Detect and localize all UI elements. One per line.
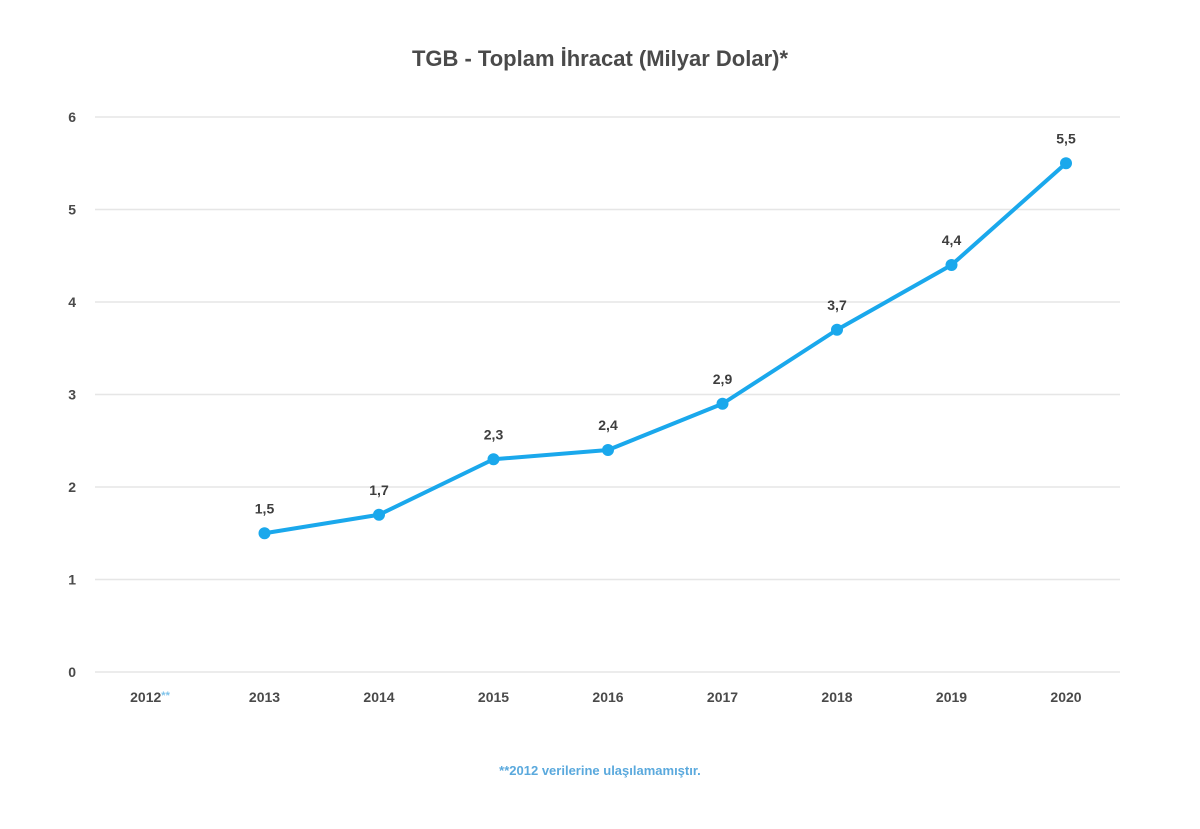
- series-toplam-ihracat: [258, 157, 1072, 540]
- x-tick-label-2013: 2013: [249, 689, 280, 705]
- x-tick-label-2017: 2017: [707, 689, 738, 705]
- data-label-2018: 3,7: [827, 297, 847, 313]
- y-tick-label-4: 4: [68, 294, 76, 310]
- x-tick-label-2016: 2016: [592, 689, 623, 705]
- y-tick-label-6: 6: [68, 109, 76, 125]
- x-axis: 2012** 2013 2014 2015 2016 2017 2018 2019 2020: [130, 689, 1082, 705]
- grid: [95, 116, 1120, 673]
- x-tick-label-2020: 2020: [1050, 689, 1081, 705]
- data-point-2020: [1060, 157, 1072, 170]
- chart-title: TGB - Toplam İhracat (Milyar Dolar)*: [412, 46, 789, 71]
- y-tick-label-3: 3: [68, 387, 76, 403]
- data-label-2014: 1,7: [369, 482, 389, 498]
- y-tick-label-0: 0: [68, 664, 76, 680]
- x-tick-footnote-marker: **: [161, 690, 170, 702]
- data-label-2016: 2,4: [598, 417, 618, 433]
- data-point-2018: [831, 323, 843, 336]
- data-point-2014: [373, 508, 385, 521]
- x-tick-label-2019: 2019: [936, 689, 967, 705]
- data-point-2015: [487, 453, 500, 466]
- footnote: **2012 verilerine ulaşılamamıştır.: [499, 763, 701, 778]
- data-point-2016: [602, 444, 614, 456]
- x-tick-label-2018: 2018: [821, 689, 852, 705]
- data-point-2019: [945, 259, 958, 271]
- y-tick-label-2: 2: [68, 479, 76, 495]
- data-labels: 1,5 1,7 2,3 2,4 2,9 3,7 4,4 5,5: [255, 130, 1076, 516]
- data-label-2017: 2,9: [713, 371, 733, 387]
- x-tick-label-2014: 2014: [363, 689, 394, 705]
- data-point-2017: [716, 397, 729, 410]
- data-label-2013: 1,5: [255, 500, 275, 516]
- data-label-2015: 2,3: [484, 426, 504, 442]
- y-axis: 0 1 2 3 4 5 6: [68, 109, 76, 680]
- data-label-2020: 5,5: [1056, 130, 1076, 146]
- data-label-2019: 4,4: [942, 232, 962, 248]
- y-tick-label-1: 1: [68, 572, 76, 588]
- data-point-2013: [258, 527, 271, 540]
- x-tick-label-2012: 2012**: [130, 689, 170, 705]
- y-tick-label-5: 5: [68, 202, 76, 218]
- series-line: [262, 161, 1068, 536]
- x-tick-label-2015: 2015: [478, 689, 509, 705]
